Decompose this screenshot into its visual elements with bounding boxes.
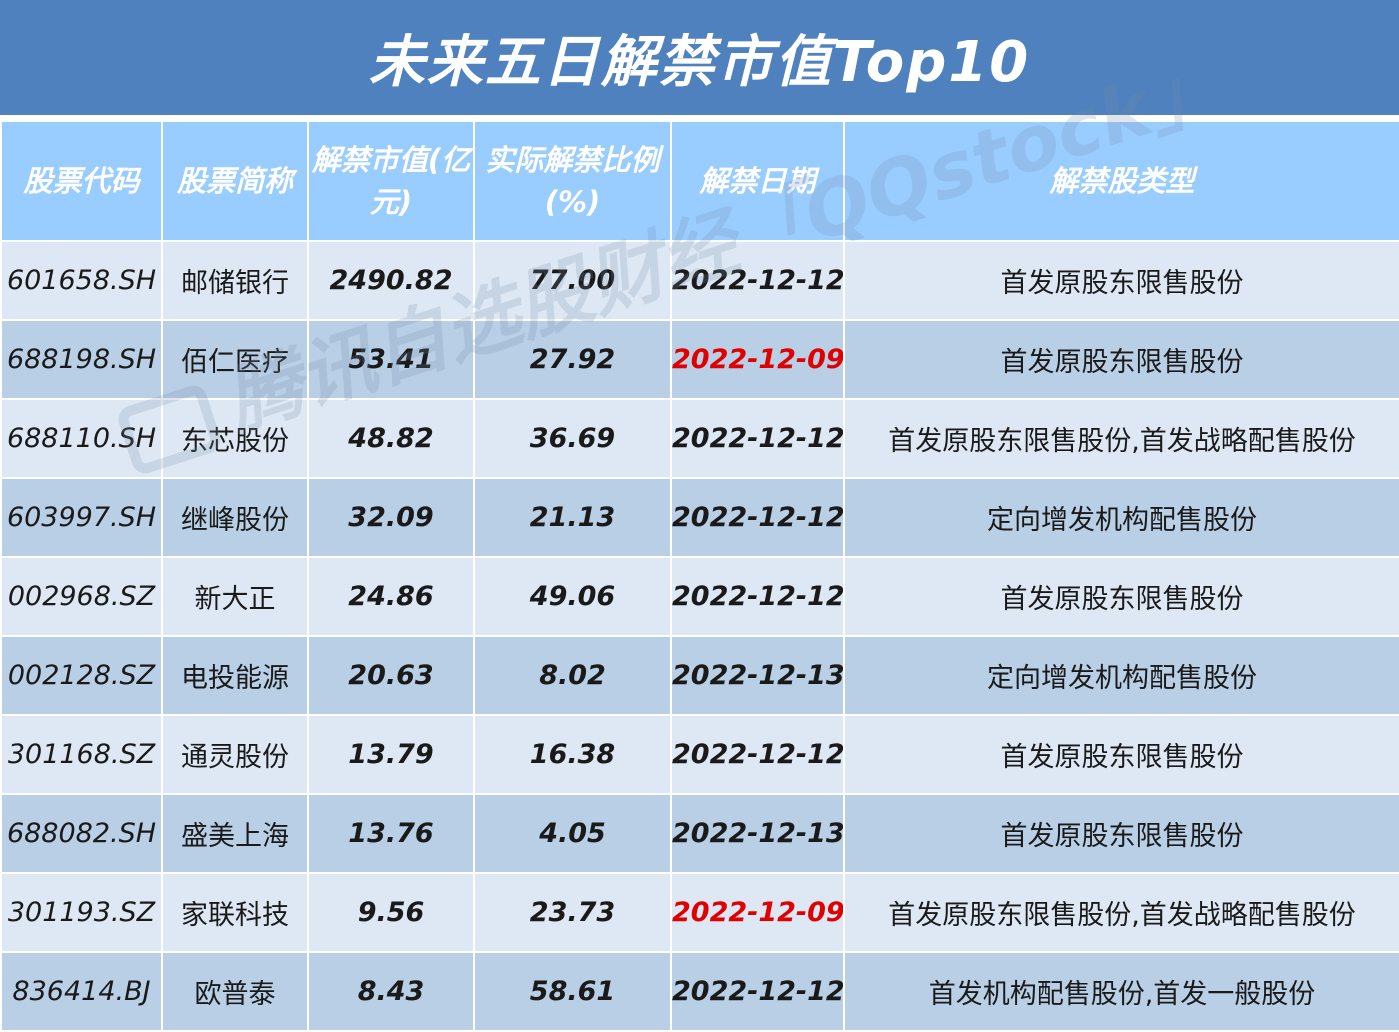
- cell-name: 东芯股份: [161, 398, 309, 479]
- cell-ratio: 58.61: [473, 951, 672, 1032]
- cell-ratio: 27.92: [473, 319, 672, 400]
- cell-code: 301193.SZ: [0, 872, 163, 953]
- table-row: 688110.SH 东芯股份 48.82 36.69 2022-12-12 首发原股东限售…: [0, 398, 1399, 479]
- cell-value: 2490.82: [307, 240, 475, 321]
- cell-value: 13.79: [307, 714, 475, 795]
- cell-name: 电投能源: [161, 635, 309, 716]
- cell-type: 首发原股东限售股份: [843, 793, 1399, 874]
- cell-type: 首发机构配售股份,首发一般股份: [843, 951, 1399, 1032]
- cell-value: 8.43: [307, 951, 475, 1032]
- table-row: 301168.SZ 通灵股份 13.79 16.38 2022-12-12 首发原股东限售…: [0, 714, 1399, 795]
- cell-type: 首发原股东限售股份,首发战略配售股份: [843, 398, 1399, 479]
- cell-date: 2022-12-12: [670, 240, 845, 321]
- cell-ratio: 21.13: [473, 477, 672, 558]
- cell-type: 首发原股东限售股份: [843, 240, 1399, 321]
- table-row: 688198.SH 佰仁医疗 53.41 27.92 2022-12-09 首发原股东限售…: [0, 319, 1399, 400]
- cell-value: 13.76: [307, 793, 475, 874]
- col-header-value: 解禁市值(亿元): [307, 120, 475, 242]
- cell-code: 688082.SH: [0, 793, 163, 874]
- cell-name: 新大正: [161, 556, 309, 637]
- cell-value: 53.41: [307, 319, 475, 400]
- table-row: 601658.SH 邮储银行 2490.82 77.00 2022-12-12 首发原股东…: [0, 240, 1399, 321]
- cell-ratio: 8.02: [473, 635, 672, 716]
- cell-value: 32.09: [307, 477, 475, 558]
- cell-type: 首发原股东限售股份: [843, 714, 1399, 795]
- table-row: 301193.SZ 家联科技 9.56 23.73 2022-12-09 首发原股东限售股…: [0, 872, 1399, 953]
- table-row: 002128.SZ 电投能源 20.63 8.02 2022-12-13 定向增发机构配售…: [0, 635, 1399, 716]
- table-row: 002968.SZ 新大正 24.86 49.06 2022-12-12 首发原股东限售股…: [0, 556, 1399, 637]
- table-header-row: 股票代码 股票简称 解禁市值(亿元) 实际解禁比例(%) 解禁日期 解禁股类型: [0, 120, 1399, 242]
- cell-name: 盛美上海: [161, 793, 309, 874]
- cell-value: 48.82: [307, 398, 475, 479]
- cell-ratio: 4.05: [473, 793, 672, 874]
- unlock-table: 股票代码 股票简称 解禁市值(亿元) 实际解禁比例(%) 解禁日期 解禁股类型 …: [0, 120, 1399, 1032]
- cell-code: 688110.SH: [0, 398, 163, 479]
- col-header-type: 解禁股类型: [843, 120, 1399, 242]
- col-header-code: 股票代码: [0, 120, 163, 242]
- cell-name: 家联科技: [161, 872, 309, 953]
- page-title: 未来五日解禁市值Top10: [0, 0, 1399, 118]
- cell-date: 2022-12-12: [670, 398, 845, 479]
- cell-ratio: 16.38: [473, 714, 672, 795]
- cell-code: 688198.SH: [0, 319, 163, 400]
- cell-ratio: 23.73: [473, 872, 672, 953]
- cell-value: 24.86: [307, 556, 475, 637]
- cell-name: 继峰股份: [161, 477, 309, 558]
- cell-code: 301168.SZ: [0, 714, 163, 795]
- cell-type: 定向增发机构配售股份: [843, 477, 1399, 558]
- cell-type: 首发原股东限售股份,首发战略配售股份: [843, 872, 1399, 953]
- cell-name: 通灵股份: [161, 714, 309, 795]
- table-row: 688082.SH 盛美上海 13.76 4.05 2022-12-13 首发原股东限售股…: [0, 793, 1399, 874]
- cell-code: 002128.SZ: [0, 635, 163, 716]
- cell-date: 2022-12-13: [670, 793, 845, 874]
- cell-date: 2022-12-12: [670, 714, 845, 795]
- col-header-name: 股票简称: [161, 120, 309, 242]
- cell-ratio: 49.06: [473, 556, 672, 637]
- cell-code: 002968.SZ: [0, 556, 163, 637]
- cell-type: 定向增发机构配售股份: [843, 635, 1399, 716]
- cell-code: 836414.BJ: [0, 951, 163, 1032]
- table-row: 836414.BJ 欧普泰 8.43 58.61 2022-12-12 首发机构配售股份,…: [0, 951, 1399, 1032]
- cell-date: 2022-12-09: [670, 319, 845, 400]
- cell-name: 佰仁医疗: [161, 319, 309, 400]
- cell-ratio: 77.00: [473, 240, 672, 321]
- cell-date: 2022-12-13: [670, 635, 845, 716]
- cell-date: 2022-12-12: [670, 951, 845, 1032]
- cell-type: 首发原股东限售股份: [843, 319, 1399, 400]
- cell-name: 欧普泰: [161, 951, 309, 1032]
- cell-code: 603997.SH: [0, 477, 163, 558]
- cell-type: 首发原股东限售股份: [843, 556, 1399, 637]
- cell-ratio: 36.69: [473, 398, 672, 479]
- table-row: 603997.SH 继峰股份 32.09 21.13 2022-12-12 定向增发机构配…: [0, 477, 1399, 558]
- col-header-ratio: 实际解禁比例(%): [473, 120, 672, 242]
- cell-date: 2022-12-12: [670, 477, 845, 558]
- col-header-date: 解禁日期: [670, 120, 845, 242]
- cell-code: 601658.SH: [0, 240, 163, 321]
- cell-value: 20.63: [307, 635, 475, 716]
- cell-date: 2022-12-09: [670, 872, 845, 953]
- cell-value: 9.56: [307, 872, 475, 953]
- cell-name: 邮储银行: [161, 240, 309, 321]
- cell-date: 2022-12-12: [670, 556, 845, 637]
